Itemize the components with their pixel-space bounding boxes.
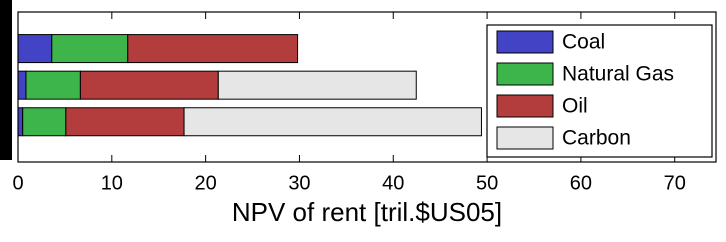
crop-edge [0, 0, 12, 160]
x-tick-label: 30 [288, 172, 310, 194]
bar-segment [25, 70, 81, 100]
legend-swatch [496, 94, 554, 118]
legend-swatch [496, 126, 554, 150]
legend-swatch [496, 62, 554, 86]
x-tick-label: 50 [476, 172, 498, 194]
x-tick-label: 60 [570, 172, 592, 194]
legend-label: Natural Gas [562, 63, 674, 86]
legend-label: Coal [562, 31, 605, 54]
legend-label: Carbon [562, 127, 631, 150]
bar-segment [17, 34, 53, 64]
bar-segment [65, 107, 185, 137]
plot-frame [17, 11, 717, 163]
x-tick-label: 70 [664, 172, 686, 194]
chart: NPV of rent [tril.$US05] 0 10 20 30 40 50 60 70… [0, 0, 717, 227]
bar-segment [79, 70, 219, 100]
bar-segment [17, 70, 27, 100]
bar-segment [17, 107, 24, 137]
x-tick-label: 20 [195, 172, 217, 194]
x-axis-label: NPV of rent [tril.$US05] [232, 197, 502, 227]
legend-label: Oil [562, 95, 588, 118]
x-tick-label: 0 [12, 172, 23, 194]
bar-segment [127, 34, 299, 64]
legend-swatch [496, 30, 554, 54]
bar-segment [217, 70, 417, 100]
bar-segment [22, 107, 67, 137]
bar-segment [183, 107, 482, 137]
x-tick-label: 40 [382, 172, 404, 194]
bar-segment [51, 34, 129, 64]
x-tick-label: 10 [101, 172, 123, 194]
